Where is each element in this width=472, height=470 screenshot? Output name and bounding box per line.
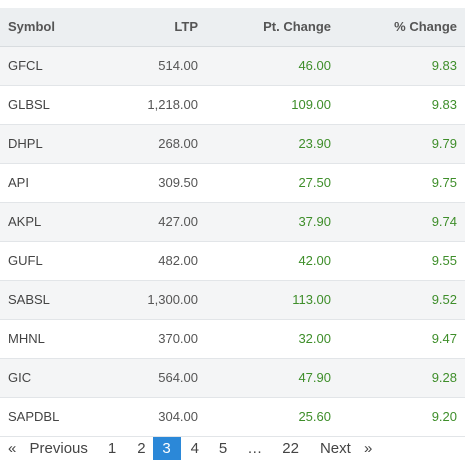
cell-pt-change: 47.90 (206, 358, 339, 398)
cell-pct-change: 9.28 (339, 358, 465, 398)
cell-pt-change: 32.00 (206, 319, 339, 359)
cell-ltp: 1,300.00 (110, 280, 206, 320)
cell-symbol: GUFL (0, 241, 110, 281)
cell-symbol: SAPDBL (0, 397, 110, 437)
cell-ltp: 514.00 (110, 46, 206, 86)
cell-pct-change: 9.83 (339, 46, 465, 86)
cell-pct-change: 9.20 (339, 397, 465, 437)
table-header-row: Symbol LTP Pt. Change % Change (0, 8, 465, 47)
table-header: Symbol LTP Pt. Change % Change (0, 8, 465, 47)
table-row: GLBSL 1,218.00 109.00 9.83 (0, 85, 465, 125)
cell-symbol: SABSL (0, 280, 110, 320)
page-button-3-current[interactable]: 3 (152, 436, 181, 460)
pagination-ellipsis: … (247, 439, 263, 457)
table-row: MHNL 370.00 32.00 9.47 (0, 319, 465, 359)
page-button-1[interactable]: 1 (107, 439, 117, 457)
cell-pt-change: 109.00 (206, 85, 339, 125)
cell-pt-change: 42.00 (206, 241, 339, 281)
double-chevron-right-icon: » (363, 439, 373, 457)
table-row: SAPDBL 304.00 25.60 9.20 (0, 397, 465, 437)
cell-symbol: GFCL (0, 46, 110, 86)
pagination: « Previous 1 2 3 4 5 … 22 Next » (0, 436, 472, 460)
page-button-22[interactable]: 22 (282, 439, 299, 457)
next-label: Next (319, 439, 351, 457)
page-button-2[interactable]: 2 (137, 439, 146, 457)
table-row: GFCL 514.00 46.00 9.83 (0, 46, 465, 86)
cell-pct-change: 9.55 (339, 241, 465, 281)
cell-ltp: 427.00 (110, 202, 206, 242)
cell-pct-change: 9.74 (339, 202, 465, 242)
column-header-pct-change[interactable]: % Change (339, 8, 465, 47)
cell-pct-change: 9.75 (339, 163, 465, 203)
cell-pct-change: 9.83 (339, 85, 465, 125)
table-row: GUFL 482.00 42.00 9.55 (0, 241, 465, 281)
cell-symbol: MHNL (0, 319, 110, 359)
cell-symbol: API (0, 163, 110, 203)
cell-pt-change: 25.60 (206, 397, 339, 437)
table-row: API 309.50 27.50 9.75 (0, 163, 465, 203)
cell-ltp: 268.00 (110, 124, 206, 164)
column-header-pt-change[interactable]: Pt. Change (206, 8, 339, 47)
table-row: AKPL 427.00 37.90 9.74 (0, 202, 465, 242)
cell-ltp: 370.00 (110, 319, 206, 359)
cell-pct-change: 9.47 (339, 319, 465, 359)
cell-symbol: GLBSL (0, 85, 110, 125)
cell-ltp: 1,218.00 (110, 85, 206, 125)
cell-symbol: GIC (0, 358, 110, 398)
cell-pt-change: 23.90 (206, 124, 339, 164)
table-row: SABSL 1,300.00 113.00 9.52 (0, 280, 465, 320)
cell-pt-change: 27.50 (206, 163, 339, 203)
cell-ltp: 564.00 (110, 358, 206, 398)
gainers-table: Symbol LTP Pt. Change % Change GFCL 514.… (0, 8, 465, 437)
table-body: GFCL 514.00 46.00 9.83 GLBSL 1,218.00 10… (0, 46, 465, 437)
cell-ltp: 482.00 (110, 241, 206, 281)
cell-pt-change: 113.00 (206, 280, 339, 320)
cell-symbol: AKPL (0, 202, 110, 242)
table-row: GIC 564.00 47.90 9.28 (0, 358, 465, 398)
column-header-ltp[interactable]: LTP (110, 8, 206, 47)
gainers-table-container: Symbol LTP Pt. Change % Change GFCL 514.… (0, 8, 465, 437)
cell-pct-change: 9.52 (339, 280, 465, 320)
cell-pt-change: 46.00 (206, 46, 339, 86)
page-button-5[interactable]: 5 (218, 439, 228, 457)
next-page-button[interactable]: Next » (320, 440, 372, 457)
cell-symbol: DHPL (0, 124, 110, 164)
cell-pct-change: 9.79 (339, 124, 465, 164)
table-row: DHPL 268.00 23.90 9.79 (0, 124, 465, 164)
column-header-symbol[interactable]: Symbol (0, 8, 110, 47)
cell-ltp: 309.50 (110, 163, 206, 203)
previous-page-button[interactable]: « Previous (8, 440, 88, 457)
cell-ltp: 304.00 (110, 397, 206, 437)
cell-pt-change: 37.90 (206, 202, 339, 242)
page-button-4[interactable]: 4 (190, 439, 199, 457)
previous-label: Previous (29, 439, 88, 457)
double-chevron-left-icon: « (8, 439, 17, 457)
